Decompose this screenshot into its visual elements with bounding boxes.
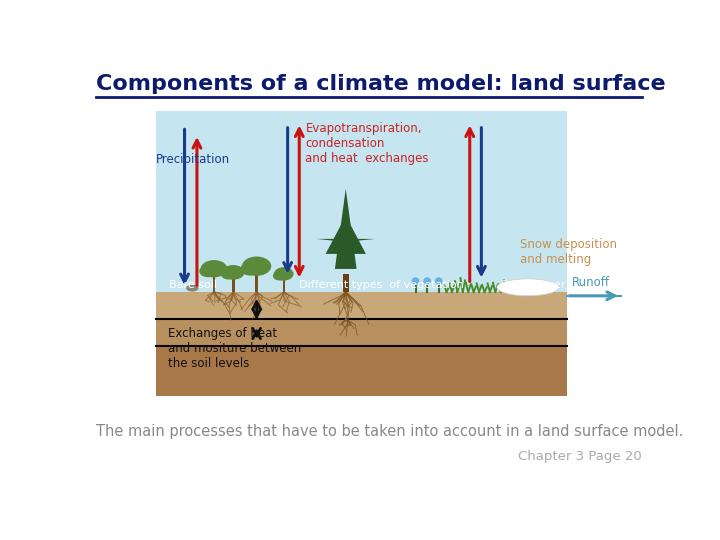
Ellipse shape <box>273 271 286 280</box>
Bar <box>256 275 258 292</box>
Bar <box>213 276 215 292</box>
Ellipse shape <box>242 256 271 276</box>
Text: Snow deposition
and melting: Snow deposition and melting <box>520 238 617 266</box>
Ellipse shape <box>274 267 294 281</box>
Circle shape <box>412 278 419 285</box>
Bar <box>156 346 567 396</box>
Ellipse shape <box>221 269 236 280</box>
Bar <box>156 111 567 292</box>
Text: Snow cover: Snow cover <box>500 280 565 291</box>
Text: Precipitation: Precipitation <box>156 153 230 166</box>
Ellipse shape <box>497 279 559 296</box>
Bar <box>282 280 285 292</box>
Ellipse shape <box>222 265 245 280</box>
Bar <box>156 319 567 346</box>
Text: Exchanges of heat
and mositure between
the soil levels: Exchanges of heat and mositure between t… <box>168 327 301 369</box>
Bar <box>156 292 567 319</box>
Text: Bare soil: Bare soil <box>169 280 217 291</box>
Text: Different types  of vegetation: Different types of vegetation <box>300 280 464 291</box>
Bar <box>233 279 235 292</box>
Ellipse shape <box>201 260 228 278</box>
Text: Evapotranspiration,
condensation
and heat  exchanges: Evapotranspiration, condensation and hea… <box>305 122 429 165</box>
Polygon shape <box>335 189 356 269</box>
Ellipse shape <box>199 265 217 277</box>
Ellipse shape <box>186 285 199 292</box>
Text: Runoff: Runoff <box>572 276 610 289</box>
Polygon shape <box>325 216 366 254</box>
Circle shape <box>435 278 443 285</box>
Text: Components of a climate model: land surface: Components of a climate model: land surf… <box>96 74 666 94</box>
Bar <box>343 274 348 292</box>
Circle shape <box>423 278 431 285</box>
Text: The main processes that have to be taken into account in a land surface model.: The main processes that have to be taken… <box>96 423 683 438</box>
Polygon shape <box>316 239 375 242</box>
Ellipse shape <box>240 262 260 275</box>
Text: Chapter 3 Page 20: Chapter 3 Page 20 <box>518 450 642 463</box>
